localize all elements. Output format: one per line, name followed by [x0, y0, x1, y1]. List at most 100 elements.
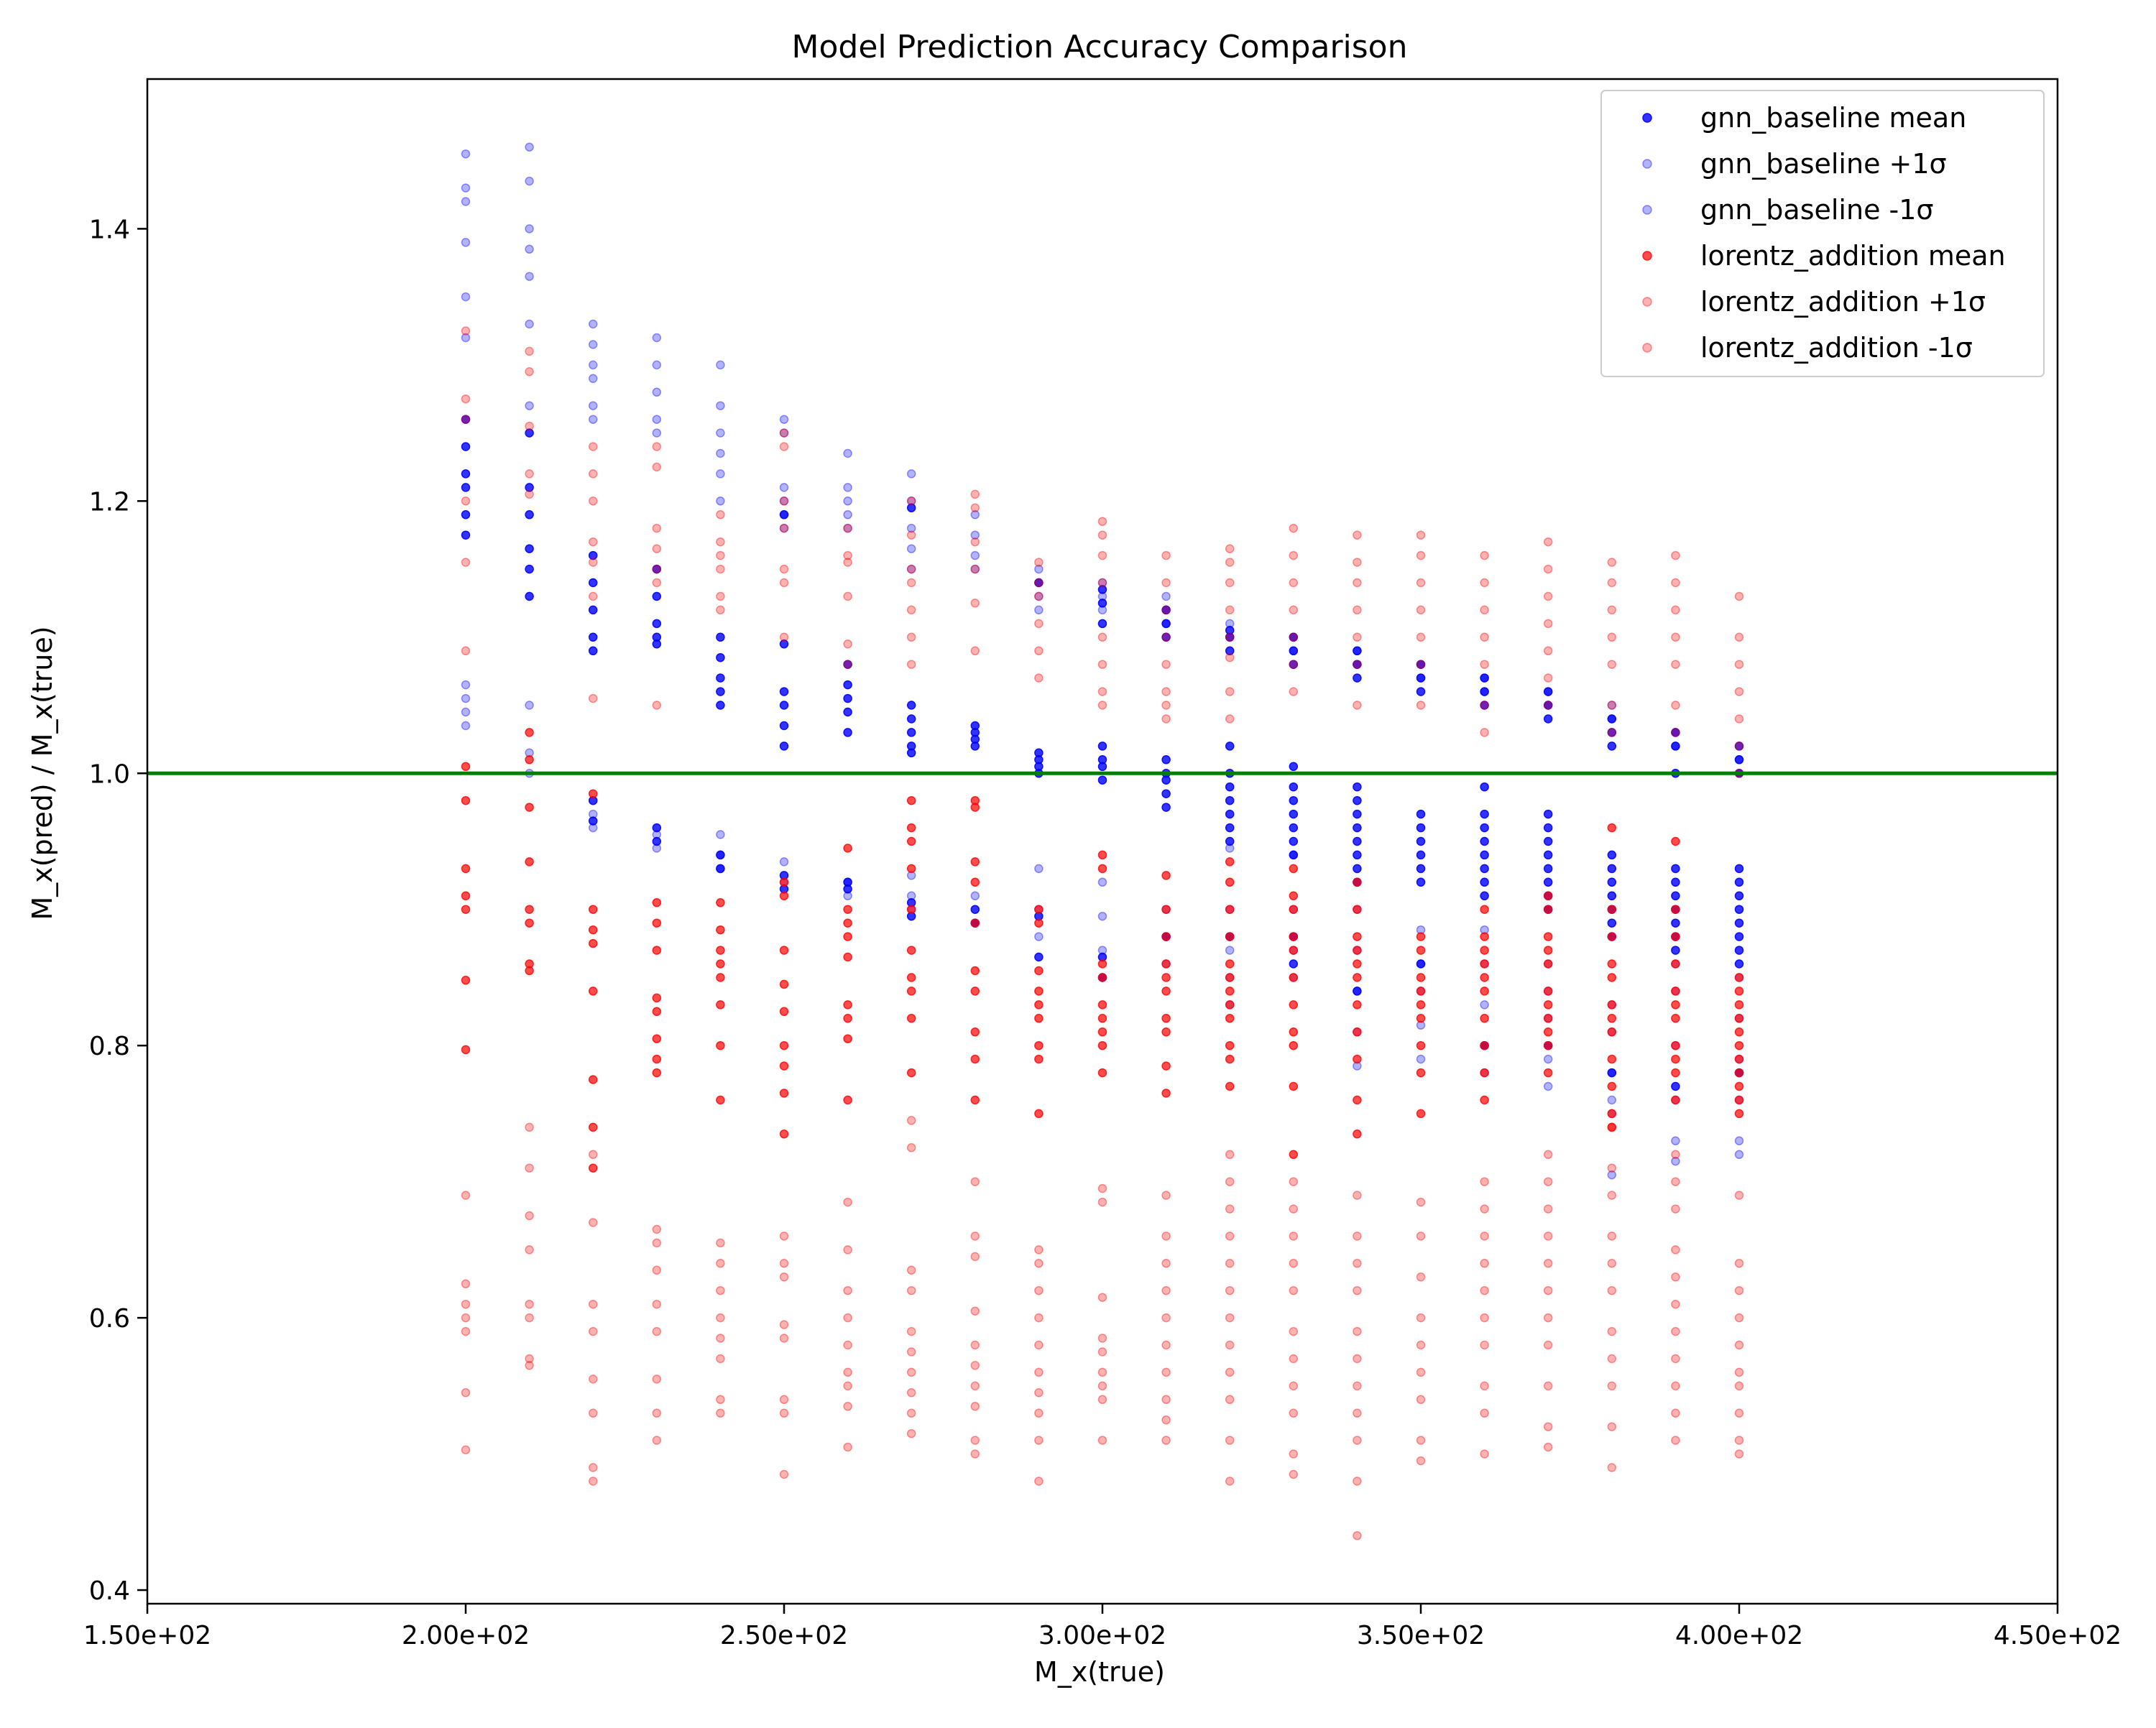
data-point [1480, 891, 1489, 901]
data-point [1416, 932, 1426, 941]
x-tick-label: 3.50e+02 [1357, 1621, 1485, 1650]
data-point [843, 884, 852, 894]
data-point [461, 721, 471, 731]
data-point [1225, 1081, 1235, 1091]
data-point [1416, 660, 1426, 669]
data-point [1607, 1285, 1617, 1295]
data-point [1671, 578, 1680, 588]
data-point [461, 326, 471, 336]
data-point [779, 1061, 789, 1071]
data-point [716, 673, 725, 683]
data-point [1607, 701, 1617, 710]
data-point [652, 898, 662, 907]
data-point [588, 550, 598, 560]
data-point [1480, 836, 1489, 846]
data-point [588, 340, 598, 349]
data-point [525, 544, 534, 553]
data-point [906, 496, 916, 506]
data-point [461, 197, 471, 206]
data-point [1034, 1014, 1044, 1023]
data-point [1289, 1449, 1299, 1459]
data-point [525, 142, 534, 152]
data-point [1543, 850, 1553, 860]
data-point [652, 462, 662, 472]
data-point [843, 660, 852, 669]
legend-label: lorentz_addition +1σ [1700, 286, 1986, 318]
data-point [1353, 932, 1362, 941]
data-point [1671, 1381, 1680, 1391]
data-point [906, 1347, 916, 1357]
data-point [970, 646, 980, 656]
data-point [970, 1340, 980, 1350]
data-point [1480, 660, 1489, 669]
data-point [1097, 1381, 1107, 1391]
data-point [1671, 1150, 1680, 1160]
data-point [1480, 1095, 1489, 1105]
data-point [970, 1306, 980, 1316]
data-point [1353, 646, 1362, 656]
data-point [1034, 1000, 1044, 1009]
data-point [1734, 741, 1744, 751]
data-point [1607, 1163, 1617, 1173]
data-point [843, 1095, 852, 1105]
data-point [461, 415, 471, 424]
data-point [525, 564, 534, 574]
data-point [716, 850, 725, 860]
data-point [525, 1354, 534, 1364]
data-point [1353, 1232, 1362, 1241]
data-point [525, 857, 534, 867]
data-point [1289, 850, 1299, 860]
data-point [1671, 987, 1680, 996]
series-5 [461, 1116, 1744, 1540]
data-point [461, 394, 471, 404]
data-point [461, 795, 471, 805]
data-point [1543, 1232, 1553, 1241]
data-point [906, 564, 916, 574]
data-point [1161, 803, 1171, 812]
data-point [779, 510, 789, 519]
data-point [461, 646, 471, 656]
data-point [1607, 1000, 1617, 1009]
data-point [1543, 1313, 1553, 1323]
data-point [906, 660, 916, 669]
data-point [1416, 687, 1426, 696]
data-point [652, 387, 662, 397]
data-point [906, 1408, 916, 1418]
data-point [779, 687, 789, 696]
data-point [652, 360, 662, 370]
data-point [906, 544, 916, 553]
data-point [970, 1252, 980, 1262]
data-point [1097, 959, 1107, 969]
data-point [779, 415, 789, 424]
data-point [1480, 1259, 1489, 1268]
data-point [1225, 1232, 1235, 1241]
data-point [843, 1367, 852, 1377]
data-point [1607, 1326, 1617, 1336]
data-point [1097, 775, 1107, 785]
data-point [1607, 864, 1617, 874]
data-point [1097, 1014, 1107, 1023]
data-point [1543, 1259, 1553, 1268]
data-point [1543, 714, 1553, 724]
data-point [779, 428, 789, 438]
data-point [1607, 714, 1617, 724]
data-point [1607, 1170, 1617, 1180]
data-point [1353, 1000, 1362, 1009]
data-point [1353, 1191, 1362, 1200]
data-point [716, 1395, 725, 1405]
data-point [652, 1436, 662, 1445]
data-point [588, 591, 598, 601]
data-point [461, 333, 471, 343]
data-point [843, 680, 852, 690]
data-point [525, 483, 534, 492]
data-point [588, 789, 598, 798]
data-point [1734, 891, 1744, 901]
data-point [1734, 1054, 1744, 1064]
data-point [1034, 605, 1044, 615]
data-point [906, 905, 916, 914]
data-point [1161, 1340, 1171, 1350]
data-point [1097, 605, 1107, 615]
data-point [1289, 605, 1299, 615]
data-point [525, 1122, 534, 1132]
data-point [652, 836, 662, 846]
